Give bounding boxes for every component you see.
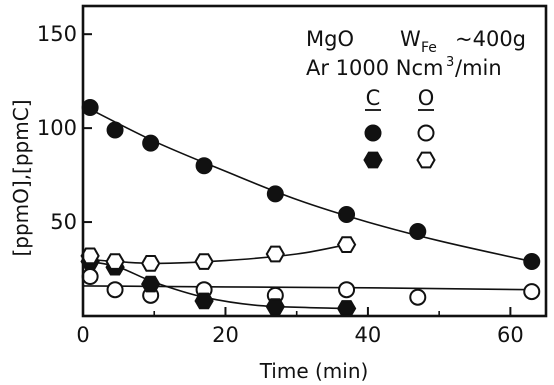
- trend-curve-c-hexagon: [89, 260, 347, 310]
- x-axis-label: Time (min): [259, 359, 369, 383]
- data-point-c-circle: [409, 222, 427, 240]
- annotation-w-subscript: Fe: [421, 40, 437, 56]
- data-point-o-circle: [523, 283, 541, 301]
- axis-ticks: 0 20 40 60 50 100 150: [37, 22, 524, 347]
- legend-marker-o-hexagon: [416, 151, 436, 169]
- legend: [363, 124, 436, 169]
- x-tick-label: 40: [355, 323, 382, 347]
- annotation-gas-flow-superscript: 3: [446, 55, 454, 70]
- data-point-c-circle: [106, 121, 124, 139]
- legend-marker-c-hexagon: [363, 151, 383, 169]
- x-tick-label: 60: [497, 323, 524, 347]
- data-point-o-hexagon: [194, 253, 214, 270]
- data-point-o-hexagon: [141, 255, 161, 272]
- data-point-o-circle: [409, 288, 427, 306]
- data-point-c-circle: [81, 98, 99, 116]
- annotation-gas-flow: Ar 1000 Ncm: [306, 56, 444, 80]
- data-point-o-circle: [106, 281, 124, 299]
- data-point-c-hexagon: [336, 300, 357, 317]
- data-points: [80, 98, 541, 317]
- data-point-o-hexagon: [336, 236, 357, 253]
- x-tick-label: 0: [76, 323, 89, 347]
- annotation-mass: ~400g: [455, 27, 526, 51]
- legend-col-o: O: [418, 86, 435, 110]
- data-point-o-circle: [338, 281, 356, 299]
- data-point-c-hexagon: [194, 292, 214, 310]
- plot-frame: [81, 4, 548, 318]
- data-point-c-circle: [266, 185, 284, 203]
- data-point-o-hexagon: [105, 253, 125, 270]
- data-point-o-circle: [81, 268, 99, 286]
- data-point-c-circle: [338, 206, 356, 224]
- trend-curve-o-hexagon: [90, 243, 347, 265]
- data-point-c-hexagon: [265, 298, 285, 315]
- legend-marker-o-circle: [417, 124, 435, 142]
- data-point-c-circle: [195, 157, 213, 175]
- data-point-c-circle: [142, 134, 160, 152]
- y-tick-label: 50: [50, 210, 77, 234]
- trend-curve-c-circle: [82, 104, 532, 263]
- y-axis-label: [ppmO],[ppmC]: [9, 99, 33, 256]
- data-point-c-hexagon: [141, 275, 161, 293]
- data-point-c-circle: [523, 253, 541, 271]
- x-tick-label: 20: [212, 323, 239, 347]
- y-tick-label: 150: [37, 22, 77, 46]
- data-point-o-hexagon: [80, 247, 100, 265]
- y-tick-label: 100: [37, 116, 77, 140]
- annotation-w: W: [400, 27, 421, 51]
- legend-col-c: C: [366, 86, 381, 110]
- annotation-gas-flow-unit: /min: [455, 56, 502, 80]
- legend-marker-c-circle: [364, 124, 382, 142]
- annotation-sample: MgO: [306, 27, 354, 51]
- data-point-o-hexagon: [265, 245, 285, 263]
